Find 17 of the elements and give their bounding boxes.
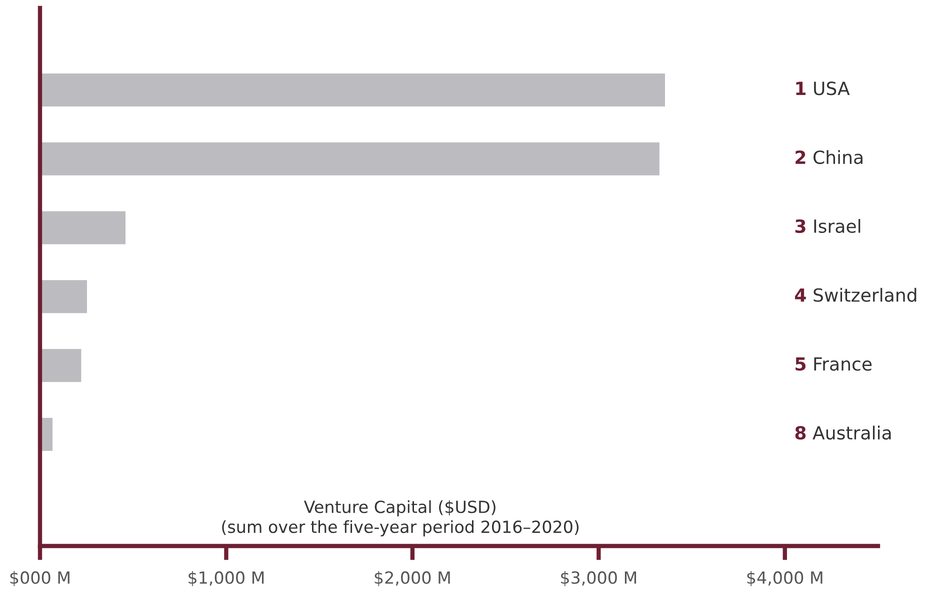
x-axis-title: Venture Capital ($USD) (sum over the five-year period 2016–2020) bbox=[222, 500, 579, 536]
x-tick-label: $3,000 M bbox=[561, 571, 636, 586]
y-tick-label: 2 China bbox=[796, 150, 862, 164]
bar bbox=[40, 210, 127, 246]
x-tick-label: $4,000 M bbox=[747, 571, 822, 586]
y-tick-label: 8 Australia bbox=[795, 426, 891, 440]
bar bbox=[40, 278, 88, 315]
y-tick-label: 5 France bbox=[796, 357, 872, 371]
bar bbox=[40, 140, 661, 177]
x-tick-label: $2,000 M bbox=[374, 571, 450, 586]
x-tick-label: $1,000 M bbox=[188, 571, 264, 586]
x-tick-label: $000 M bbox=[10, 571, 70, 586]
y-tick-label: 1 USA bbox=[796, 82, 850, 96]
bar bbox=[40, 348, 83, 384]
y-tick-label: 4 Switzerland bbox=[795, 288, 916, 302]
y-tick-label: 3 Israel bbox=[795, 219, 860, 233]
bar bbox=[40, 72, 666, 108]
